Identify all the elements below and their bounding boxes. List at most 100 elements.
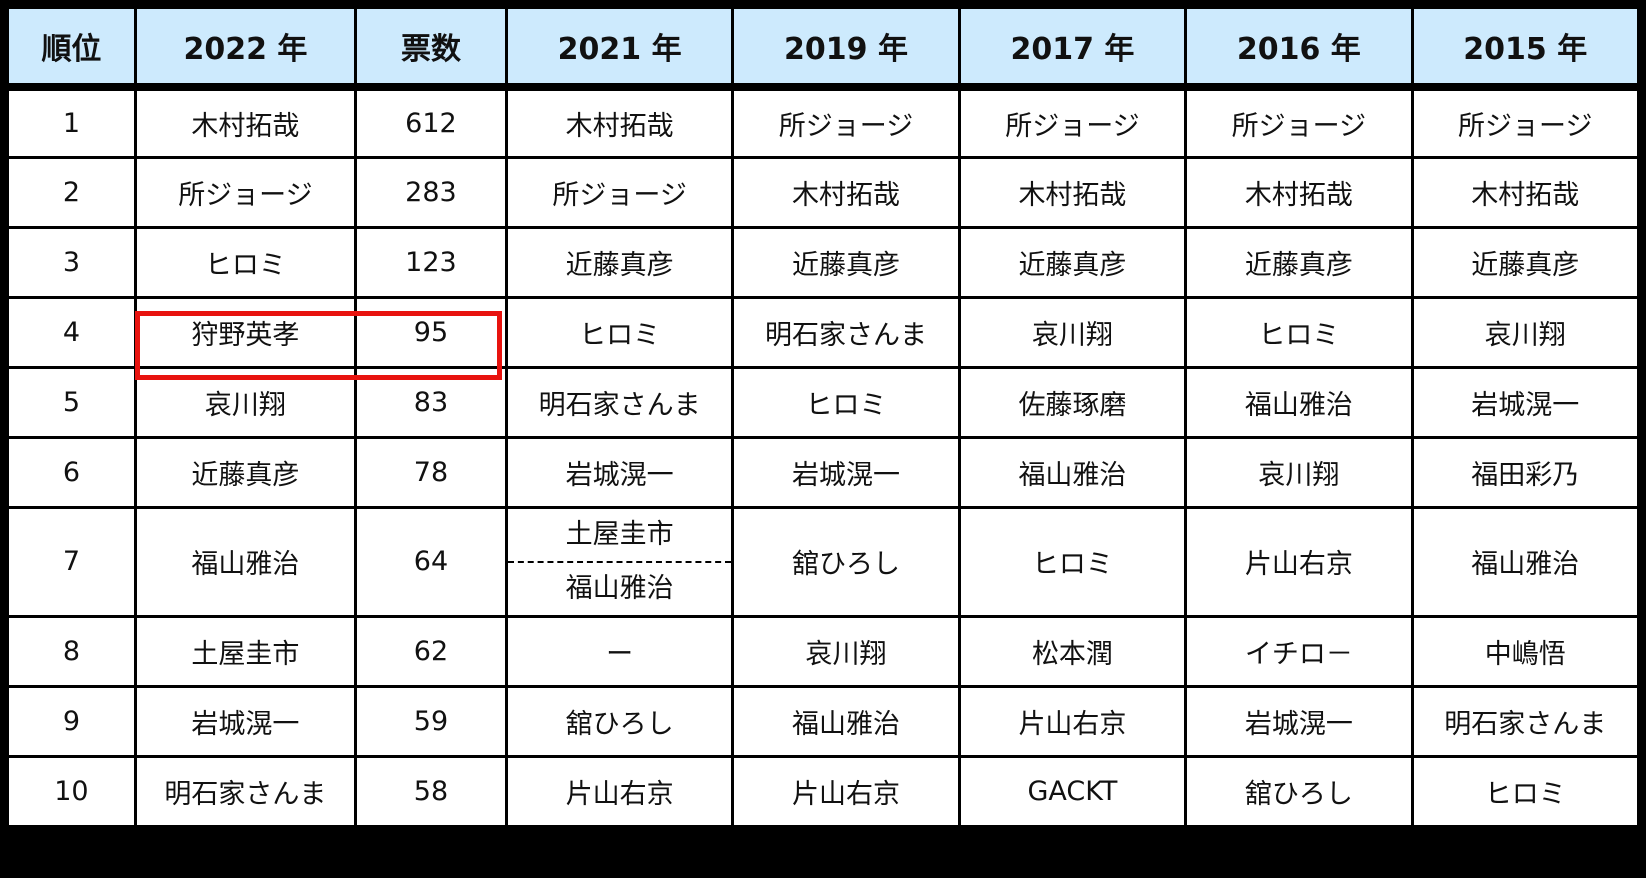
cell-2017: 所ジョージ	[957, 85, 1188, 159]
ranking-table: 順位 2022 年 票数 2021 年 2019 年 2017 年 2016 年…	[6, 6, 1641, 828]
cell-2021: 片山右京	[504, 754, 735, 828]
cell-2017: 木村拓哉	[957, 155, 1188, 229]
cell-2022: ヒロミ	[133, 225, 357, 299]
cell-2021: 近藤真彦	[504, 225, 735, 299]
cell-2016: 所ジョージ	[1184, 85, 1414, 159]
header-2022: 2022 年	[133, 6, 357, 91]
cell-votes: 83	[353, 365, 508, 439]
cell-2017: 福山雅治	[957, 435, 1188, 509]
cell-2016: 片山右京	[1184, 505, 1414, 618]
cell-2016: 哀川翔	[1184, 435, 1414, 509]
cell-2015: 明石家さんま	[1410, 684, 1641, 758]
cell-2016: 近藤真彦	[1184, 225, 1414, 299]
cell-2016: 舘ひろし	[1184, 754, 1414, 828]
table-row: 6 近藤真彦 78 岩城滉一 岩城滉一 福山雅治 哀川翔 福田彩乃	[6, 435, 1641, 509]
header-2015: 2015 年	[1410, 6, 1641, 91]
cell-2019: 所ジョージ	[731, 85, 961, 159]
cell-votes: 78	[353, 435, 508, 509]
table-row: 8 土屋圭市 62 ー 哀川翔 松本潤 イチロ－ 中嶋悟	[6, 614, 1641, 688]
cell-2015: 近藤真彦	[1410, 225, 1641, 299]
cell-2021: 所ジョージ	[504, 155, 735, 229]
cell-votes: 62	[353, 614, 508, 688]
cell-2017: 片山右京	[957, 684, 1188, 758]
cell-2017: ヒロミ	[957, 505, 1188, 618]
cell-2022: 哀川翔	[133, 365, 357, 439]
cell-votes: 123	[353, 225, 508, 299]
cell-2022: 狩野英孝	[133, 295, 357, 369]
cell-2015: 岩城滉一	[1410, 365, 1641, 439]
cell-2016: 岩城滉一	[1184, 684, 1414, 758]
cell-votes: 283	[353, 155, 508, 229]
cell-2019: 岩城滉一	[731, 435, 961, 509]
header-votes: 票数	[353, 6, 508, 91]
cell-2021: 明石家さんま	[504, 365, 735, 439]
cell-2015: 哀川翔	[1410, 295, 1641, 369]
cell-2022: 木村拓哉	[133, 85, 357, 159]
cell-2019: ヒロミ	[731, 365, 961, 439]
cell-votes: 59	[353, 684, 508, 758]
cell-2022: 近藤真彦	[133, 435, 357, 509]
cell-2019: 木村拓哉	[731, 155, 961, 229]
cell-2019: 哀川翔	[731, 614, 961, 688]
rank-cell: 5	[6, 365, 137, 439]
cell-2021: 岩城滉一	[504, 435, 735, 509]
rank-cell: 10	[6, 754, 137, 828]
cell-2019: 片山右京	[731, 754, 961, 828]
cell-2015: 福田彩乃	[1410, 435, 1641, 509]
table-row: 1 木村拓哉 612 木村拓哉 所ジョージ 所ジョージ 所ジョージ 所ジョージ	[6, 85, 1641, 159]
cell-2021: 舘ひろし	[504, 684, 735, 758]
cell-2022: 土屋圭市	[133, 614, 357, 688]
cell-2017: GACKT	[957, 754, 1188, 828]
table-row: 10 明石家さんま 58 片山右京 片山右京 GACKT 舘ひろし ヒロミ	[6, 754, 1641, 828]
cell-2015: 所ジョージ	[1410, 85, 1641, 159]
cell-2015: 木村拓哉	[1410, 155, 1641, 229]
cell-votes: 64	[353, 505, 508, 618]
cell-2021-tied-second: 福山雅治	[565, 572, 674, 604]
cell-2015: ヒロミ	[1410, 754, 1641, 828]
rank-cell: 2	[6, 155, 137, 229]
rank-cell: 1	[6, 85, 137, 159]
table-row: 3 ヒロミ 123 近藤真彦 近藤真彦 近藤真彦 近藤真彦 近藤真彦	[6, 225, 1641, 299]
cell-2016: ヒロミ	[1184, 295, 1414, 369]
cell-votes: 58	[353, 754, 508, 828]
cell-2017: 哀川翔	[957, 295, 1188, 369]
cell-2022: 福山雅治	[133, 505, 357, 618]
header-2021: 2021 年	[504, 6, 735, 91]
cell-2016: 福山雅治	[1184, 365, 1414, 439]
cell-votes: 612	[353, 85, 508, 159]
cell-2016: 木村拓哉	[1184, 155, 1414, 229]
rank-cell: 4	[6, 295, 137, 369]
cell-2019: 舘ひろし	[731, 505, 961, 618]
header-row: 順位 2022 年 票数 2021 年 2019 年 2017 年 2016 年…	[6, 6, 1641, 91]
table-row: 4 狩野英孝 95 ヒロミ 明石家さんま 哀川翔 ヒロミ 哀川翔	[6, 295, 1641, 369]
cell-2021-tied-first: 土屋圭市	[509, 510, 730, 563]
header-rank: 順位	[6, 6, 137, 91]
cell-2021: ー	[504, 614, 735, 688]
rank-cell: 9	[6, 684, 137, 758]
cell-2021: ヒロミ	[504, 295, 735, 369]
cell-2022: 所ジョージ	[133, 155, 357, 229]
header-2016: 2016 年	[1184, 6, 1414, 91]
cell-2022: 明石家さんま	[133, 754, 357, 828]
cell-2021: 木村拓哉	[504, 85, 735, 159]
table-row: 9 岩城滉一 59 舘ひろし 福山雅治 片山右京 岩城滉一 明石家さんま	[6, 684, 1641, 758]
rank-cell: 8	[6, 614, 137, 688]
cell-2019: 近藤真彦	[731, 225, 961, 299]
header-2017: 2017 年	[957, 6, 1188, 91]
table-row: 7 福山雅治 64 土屋圭市 福山雅治 舘ひろし ヒロミ 片山右京 福山雅治	[6, 505, 1641, 618]
rank-cell: 3	[6, 225, 137, 299]
cell-2017: 松本潤	[957, 614, 1188, 688]
cell-2015: 福山雅治	[1410, 505, 1641, 618]
cell-2017: 近藤真彦	[957, 225, 1188, 299]
cell-2019: 福山雅治	[731, 684, 961, 758]
cell-2016: イチロ－	[1184, 614, 1414, 688]
cell-2021-tied: 土屋圭市 福山雅治	[504, 505, 735, 618]
table-row: 5 哀川翔 83 明石家さんま ヒロミ 佐藤琢磨 福山雅治 岩城滉一	[6, 365, 1641, 439]
cell-2022: 岩城滉一	[133, 684, 357, 758]
cell-2019: 明石家さんま	[731, 295, 961, 369]
table-row: 2 所ジョージ 283 所ジョージ 木村拓哉 木村拓哉 木村拓哉 木村拓哉	[6, 155, 1641, 229]
header-2019: 2019 年	[731, 6, 961, 91]
rank-cell: 6	[6, 435, 137, 509]
rank-cell: 7	[6, 505, 137, 618]
cell-votes: 95	[353, 295, 508, 369]
